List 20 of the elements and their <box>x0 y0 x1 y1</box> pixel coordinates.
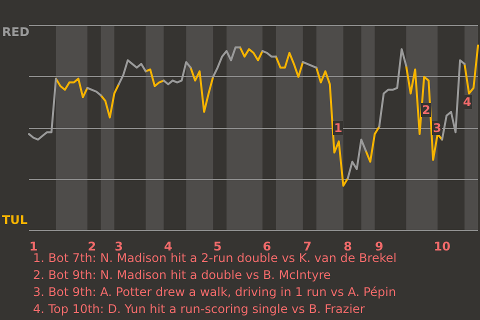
text: RED <box>2 25 30 39</box>
text: 4. Top 10th: D. Yun hit a run-scoring single vs B. Frazier <box>33 301 366 318</box>
annotation: 4 <box>462 95 472 109</box>
x-tick-label: 2 <box>88 239 96 254</box>
x-tick-label: 6 <box>262 239 272 254</box>
text: 2. Bot 9th: N. Madison hit a double vs B. McIntyre <box>33 267 332 284</box>
text: TUL <box>2 213 28 227</box>
annotation: 1 <box>333 121 344 135</box>
x-tick-label: 9 <box>375 239 384 254</box>
text: 1. Bot 7th: N. Madison hit a 2-run double vs K. van de Brekel <box>33 251 397 267</box>
x-tick-label: 10 <box>434 239 450 254</box>
x-tick-label: 3 <box>114 239 123 254</box>
text: 3. Bot 9th: A. Potter drew a walk, driving in 1 run vs A. Pépin <box>33 284 397 301</box>
x-tick-label: 5 <box>213 239 222 254</box>
x-tick-label: 8 <box>344 239 352 254</box>
x-tick-label: 7 <box>303 239 312 254</box>
annotation: 3 <box>432 121 442 135</box>
annotation: 2 <box>421 103 432 117</box>
x-tick-label: 4 <box>164 239 172 254</box>
x-tick-label: 1 <box>29 239 38 254</box>
